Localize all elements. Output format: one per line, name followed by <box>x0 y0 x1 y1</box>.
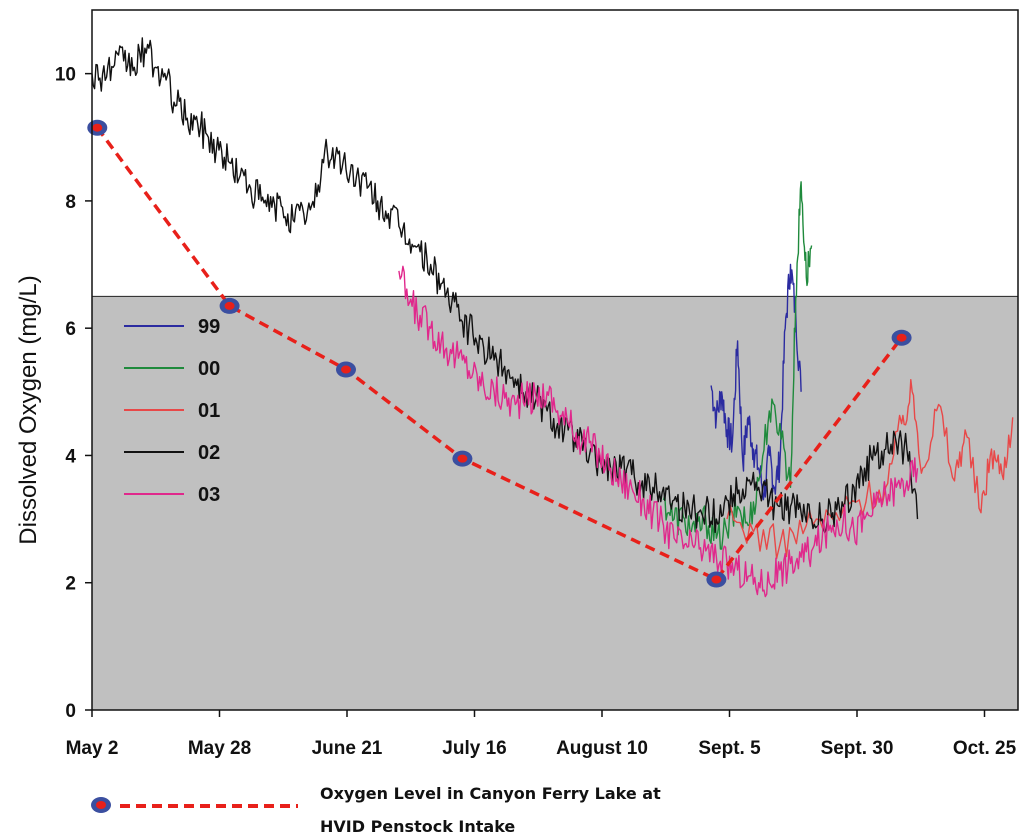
intake-point-center <box>340 365 351 374</box>
x-tick-label: Sept. 5 <box>698 738 761 759</box>
caption: Oxygen Level in Canyon Ferry Lake at HVI… <box>91 784 661 836</box>
y-tick-label: 10 <box>55 65 76 86</box>
intake-point-center <box>711 575 722 584</box>
y-axis: 0 2 4 6 8 10 <box>55 65 92 722</box>
legend-label-00: 00 <box>198 358 220 380</box>
caption-marker-center <box>96 801 106 809</box>
plot-frame <box>91 9 1019 711</box>
y-tick-label: 8 <box>65 192 76 213</box>
intake-point-center <box>92 123 103 132</box>
series-line-03 <box>398 265 919 598</box>
x-tick-label: May 28 <box>188 738 251 759</box>
x-tick-label: May 2 <box>66 738 119 759</box>
y-axis-label: Dissolved Oxygen (mg/L) <box>15 275 42 544</box>
x-tick-label: Oct. 25 <box>953 738 1017 759</box>
intake-layer <box>87 119 912 588</box>
intake-point-center <box>457 454 468 463</box>
x-tick-label: Sept. 30 <box>821 738 894 759</box>
series-line-99 <box>710 263 802 501</box>
legend-label-99: 99 <box>198 316 220 338</box>
y-tick-label: 0 <box>65 701 76 722</box>
x-tick-label: August 10 <box>556 738 648 759</box>
y-tick-label: 4 <box>65 446 76 467</box>
series-line-02 <box>91 37 919 534</box>
series-line-01 <box>726 379 1014 560</box>
legend-label-01: 01 <box>198 400 220 422</box>
y-tick-label: 2 <box>65 574 76 595</box>
caption-line-2: HVID Penstock Intake <box>320 817 515 836</box>
legend-label-03: 03 <box>198 484 220 506</box>
legend-label-02: 02 <box>198 442 220 464</box>
legend: 99 00 01 02 03 <box>124 316 220 506</box>
y-tick-label: 6 <box>65 319 76 340</box>
low-oxygen-band <box>92 296 1018 710</box>
intake-point-center <box>224 301 235 310</box>
intake-line <box>95 126 903 582</box>
x-axis: May 2 May 28 June 21 July 16 August 10 Sept. … <box>66 710 1017 759</box>
x-tick-label: June 21 <box>312 738 383 759</box>
x-tick-label: July 16 <box>442 738 506 759</box>
series-layer <box>91 37 1014 598</box>
intake-point-center <box>896 333 907 342</box>
series-line-00 <box>662 181 813 550</box>
caption-line-1: Oxygen Level in Canyon Ferry Lake at <box>320 784 661 803</box>
